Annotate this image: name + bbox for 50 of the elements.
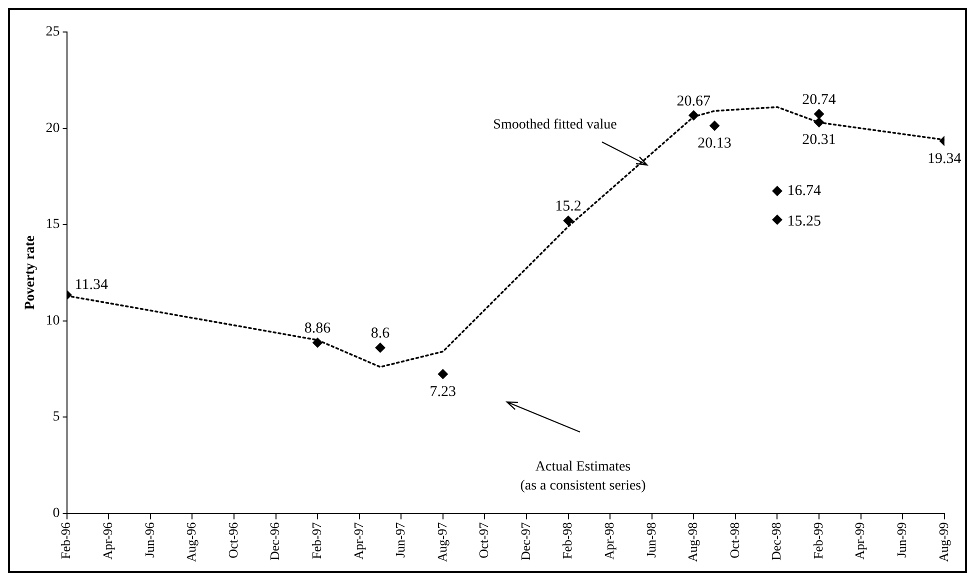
data-label: 20.31: [802, 132, 836, 148]
data-label: 16.74: [787, 182, 822, 199]
x-tick-label: Dec-98: [768, 522, 784, 561]
x-tick-label: Jun-97: [392, 522, 408, 558]
y-axis-title: Poverty rate: [23, 236, 38, 310]
x-tick-label: Oct-96: [225, 522, 240, 558]
data-label: 15.25: [787, 214, 821, 230]
x-tick-label: Feb-98: [560, 522, 575, 560]
x-tick-label: Feb-99: [810, 522, 826, 560]
point: [814, 109, 824, 120]
point: [710, 120, 720, 131]
x-tick-label: Feb-96: [58, 522, 74, 560]
x-tick-label: Aug-99: [936, 522, 951, 562]
data-label: 20.74: [802, 92, 836, 108]
data-label: 8.6: [370, 326, 390, 342]
x-tick-label: Aug-97: [434, 522, 450, 562]
x-tick-label: Apr-99: [852, 522, 868, 560]
x-tick-label: Apr-98: [602, 522, 616, 560]
point: [563, 216, 574, 226]
y-tick-label: 25: [46, 24, 60, 40]
point: [375, 342, 386, 353]
annotation: Smoothed fitted value: [493, 118, 617, 133]
x-tick-label: Aug-98: [685, 522, 700, 562]
y-tick-label: 10: [46, 313, 60, 328]
data-label: 20.67: [676, 93, 712, 110]
data-label: 11.34: [74, 276, 108, 293]
data-label: 20.13: [698, 136, 732, 152]
y-tick-label: 5: [52, 410, 60, 425]
x-tick-label: Dec-96: [267, 522, 282, 561]
y-tick-label: 15: [46, 217, 60, 232]
annotation: Actual Estimates (as a consistent series): [520, 460, 646, 494]
data-label: 7.23: [430, 384, 456, 400]
point: [438, 369, 448, 380]
data-label: 19.34: [928, 150, 962, 167]
x-tick-label: Oct-98: [726, 522, 742, 558]
y-tick-label: 0: [52, 506, 60, 521]
x-tick-label: Aug-96: [184, 522, 199, 562]
x-tick-label: Jun-99: [894, 522, 910, 558]
point: [772, 186, 782, 196]
x-tick-label: Oct-97: [476, 522, 492, 558]
data-label: 15.2: [555, 198, 582, 215]
point: [772, 214, 782, 225]
data-label: 8.86: [304, 320, 332, 337]
x-tick-label: Jun-98: [643, 522, 658, 558]
x-tick-label: Apr-96: [100, 522, 116, 560]
x-tick-label: Feb-97: [308, 522, 324, 560]
y-tick-label: 20: [46, 120, 60, 136]
x-tick-label: Dec-97: [518, 522, 533, 561]
x-tick-label: Apr-97: [350, 522, 366, 560]
x-tick-label: Jun-96: [142, 522, 157, 558]
